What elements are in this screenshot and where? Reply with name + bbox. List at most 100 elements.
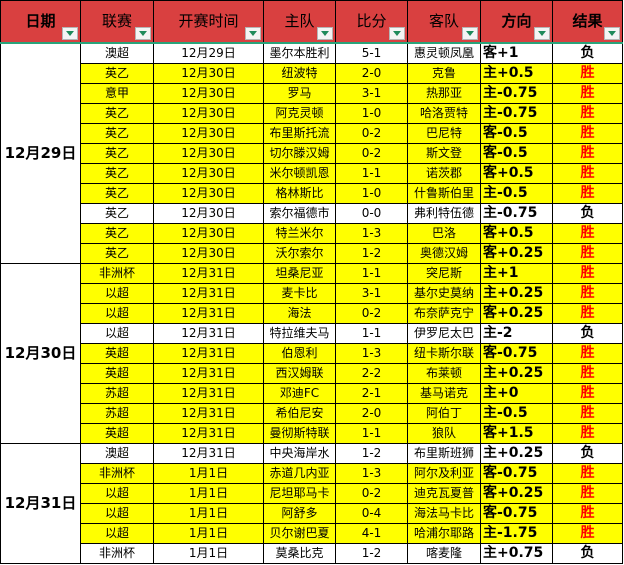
home-cell[interactable]: 布里斯托流 bbox=[263, 123, 336, 144]
kickoff-cell[interactable]: 12月31日 bbox=[153, 423, 264, 444]
filter-dropdown-icon[interactable] bbox=[389, 27, 405, 40]
score-cell[interactable]: 1-0 bbox=[335, 183, 408, 204]
direction-cell[interactable]: 主-0.75 bbox=[480, 103, 553, 124]
league-cell[interactable]: 英乙 bbox=[80, 203, 154, 224]
result-cell[interactable]: 胜 bbox=[552, 223, 623, 244]
league-cell[interactable]: 苏超 bbox=[80, 403, 154, 424]
direction-cell[interactable]: 客+1.5 bbox=[480, 423, 553, 444]
result-cell[interactable]: 负 bbox=[552, 42, 623, 64]
away-cell[interactable]: 奥德汉姆 bbox=[407, 243, 481, 264]
home-cell[interactable]: 格林斯比 bbox=[263, 183, 336, 204]
home-cell[interactable]: 罗马 bbox=[263, 83, 336, 104]
away-cell[interactable]: 海法马卡比 bbox=[407, 503, 481, 524]
date-cell[interactable]: 12月29日 bbox=[0, 42, 81, 264]
result-cell[interactable]: 胜 bbox=[552, 403, 623, 424]
direction-cell[interactable]: 客+0.25 bbox=[480, 243, 553, 264]
filter-dropdown-icon[interactable] bbox=[604, 27, 620, 40]
direction-cell[interactable]: 客+0.25 bbox=[480, 303, 553, 324]
league-cell[interactable]: 非洲杯 bbox=[80, 543, 154, 564]
league-cell[interactable]: 澳超 bbox=[80, 42, 154, 64]
direction-cell[interactable]: 客+0.25 bbox=[480, 483, 553, 504]
kickoff-cell[interactable]: 12月30日 bbox=[153, 103, 264, 124]
home-cell[interactable]: 伯恩利 bbox=[263, 343, 336, 364]
away-cell[interactable]: 什鲁斯伯里 bbox=[407, 183, 481, 204]
kickoff-cell[interactable]: 12月31日 bbox=[153, 443, 264, 464]
home-cell[interactable]: 墨尔本胜利 bbox=[263, 42, 336, 64]
direction-cell[interactable]: 客-0.5 bbox=[480, 143, 553, 164]
result-cell[interactable]: 胜 bbox=[552, 63, 623, 84]
league-cell[interactable]: 以超 bbox=[80, 303, 154, 324]
away-cell[interactable]: 弗利特伍德 bbox=[407, 203, 481, 224]
home-cell[interactable]: 西汉姆联 bbox=[263, 363, 336, 384]
direction-cell[interactable]: 主+0.25 bbox=[480, 443, 553, 464]
kickoff-cell[interactable]: 1月1日 bbox=[153, 543, 264, 564]
direction-cell[interactable]: 主+0 bbox=[480, 383, 553, 404]
result-cell[interactable]: 负 bbox=[552, 443, 623, 464]
direction-cell[interactable]: 主+0.5 bbox=[480, 63, 553, 84]
away-cell[interactable]: 巴尼特 bbox=[407, 123, 481, 144]
result-cell[interactable]: 负 bbox=[552, 543, 623, 564]
score-cell[interactable]: 1-0 bbox=[335, 103, 408, 124]
direction-cell[interactable]: 主+0.75 bbox=[480, 543, 553, 564]
score-cell[interactable]: 1-1 bbox=[335, 163, 408, 184]
score-cell[interactable]: 0-2 bbox=[335, 143, 408, 164]
kickoff-cell[interactable]: 12月30日 bbox=[153, 243, 264, 264]
score-cell[interactable]: 1-2 bbox=[335, 243, 408, 264]
home-cell[interactable]: 特拉维夫马 bbox=[263, 323, 336, 344]
league-cell[interactable]: 苏超 bbox=[80, 383, 154, 404]
league-cell[interactable]: 英乙 bbox=[80, 123, 154, 144]
home-cell[interactable]: 阿克灵顿 bbox=[263, 103, 336, 124]
score-cell[interactable]: 1-1 bbox=[335, 423, 408, 444]
score-cell[interactable]: 0-2 bbox=[335, 483, 408, 504]
home-cell[interactable]: 沃尔索尔 bbox=[263, 243, 336, 264]
home-cell[interactable]: 米尔顿凯恩 bbox=[263, 163, 336, 184]
score-cell[interactable]: 2-1 bbox=[335, 383, 408, 404]
direction-cell[interactable]: 主-1.75 bbox=[480, 523, 553, 544]
home-cell[interactable]: 希伯尼安 bbox=[263, 403, 336, 424]
home-cell[interactable]: 坦桑尼亚 bbox=[263, 263, 336, 284]
result-cell[interactable]: 胜 bbox=[552, 143, 623, 164]
league-cell[interactable]: 以超 bbox=[80, 523, 154, 544]
score-cell[interactable]: 2-2 bbox=[335, 363, 408, 384]
direction-cell[interactable]: 主-0.75 bbox=[480, 203, 553, 224]
home-cell[interactable]: 尼坦耶马卡 bbox=[263, 483, 336, 504]
kickoff-cell[interactable]: 12月31日 bbox=[153, 343, 264, 364]
home-cell[interactable]: 贝尔谢巴夏 bbox=[263, 523, 336, 544]
score-cell[interactable]: 2-0 bbox=[335, 63, 408, 84]
league-cell[interactable]: 以超 bbox=[80, 483, 154, 504]
league-cell[interactable]: 非洲杯 bbox=[80, 263, 154, 284]
score-cell[interactable]: 1-3 bbox=[335, 343, 408, 364]
away-cell[interactable]: 哈洛贾特 bbox=[407, 103, 481, 124]
league-cell[interactable]: 以超 bbox=[80, 323, 154, 344]
result-cell[interactable]: 胜 bbox=[552, 283, 623, 304]
kickoff-cell[interactable]: 1月1日 bbox=[153, 523, 264, 544]
score-cell[interactable]: 4-1 bbox=[335, 523, 408, 544]
direction-cell[interactable]: 客+0.5 bbox=[480, 163, 553, 184]
result-cell[interactable]: 胜 bbox=[552, 303, 623, 324]
kickoff-cell[interactable]: 12月31日 bbox=[153, 383, 264, 404]
away-cell[interactable]: 热那亚 bbox=[407, 83, 481, 104]
league-cell[interactable]: 英乙 bbox=[80, 63, 154, 84]
score-cell[interactable]: 0-0 bbox=[335, 203, 408, 224]
filter-dropdown-icon[interactable] bbox=[462, 27, 478, 40]
direction-cell[interactable]: 主+0.25 bbox=[480, 283, 553, 304]
home-cell[interactable]: 特兰米尔 bbox=[263, 223, 336, 244]
filter-dropdown-icon[interactable] bbox=[62, 27, 78, 40]
direction-cell[interactable]: 客-0.5 bbox=[480, 123, 553, 144]
score-cell[interactable]: 5-1 bbox=[335, 42, 408, 64]
home-cell[interactable]: 阿舒多 bbox=[263, 503, 336, 524]
away-cell[interactable]: 阿伯丁 bbox=[407, 403, 481, 424]
score-cell[interactable]: 0-2 bbox=[335, 123, 408, 144]
away-cell[interactable]: 狼队 bbox=[407, 423, 481, 444]
result-cell[interactable]: 胜 bbox=[552, 183, 623, 204]
kickoff-cell[interactable]: 12月30日 bbox=[153, 63, 264, 84]
home-cell[interactable]: 莫桑比克 bbox=[263, 543, 336, 564]
direction-cell[interactable]: 主-2 bbox=[480, 323, 553, 344]
kickoff-cell[interactable]: 12月31日 bbox=[153, 303, 264, 324]
kickoff-cell[interactable]: 12月29日 bbox=[153, 42, 264, 64]
home-cell[interactable]: 海法 bbox=[263, 303, 336, 324]
result-cell[interactable]: 胜 bbox=[552, 363, 623, 384]
direction-cell[interactable]: 主-0.75 bbox=[480, 83, 553, 104]
home-cell[interactable]: 纽波特 bbox=[263, 63, 336, 84]
kickoff-cell[interactable]: 12月30日 bbox=[153, 123, 264, 144]
